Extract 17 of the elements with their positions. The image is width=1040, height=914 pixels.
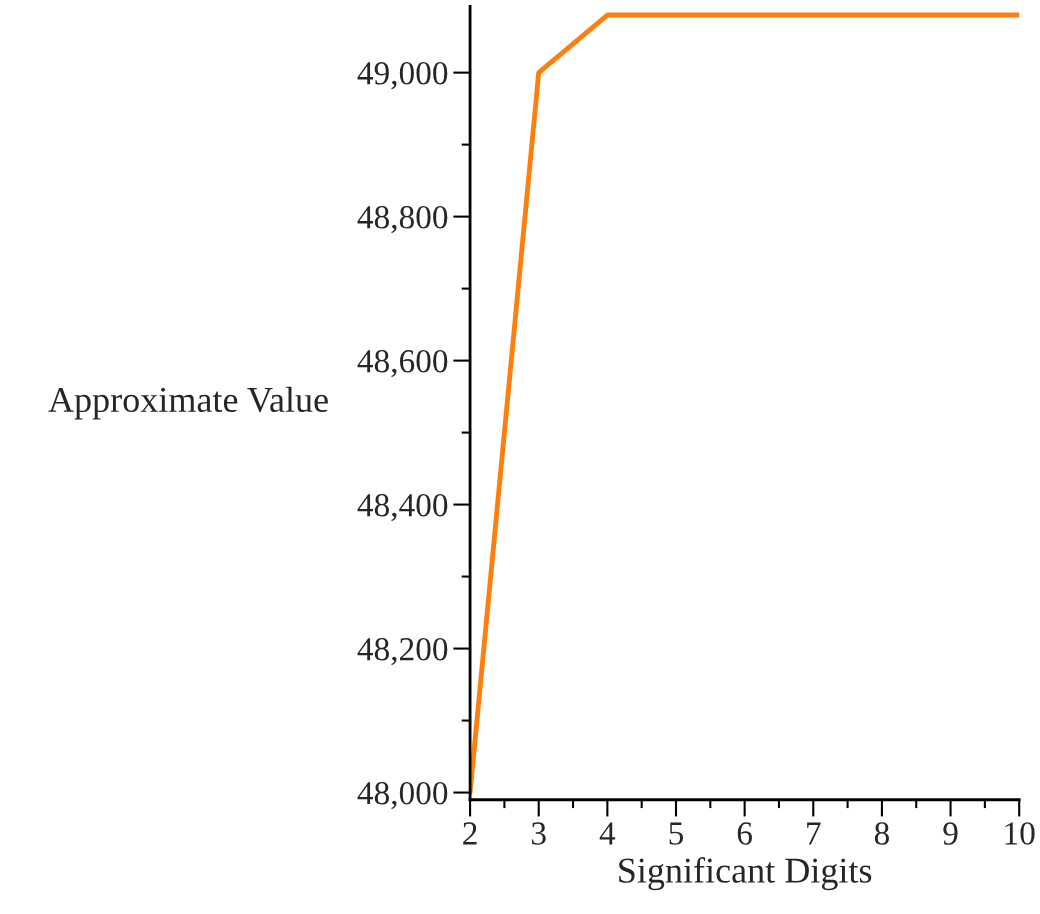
y-tick-label: 48,200 xyxy=(357,637,448,666)
x-tick-label: 9 xyxy=(943,822,958,845)
y-tick-label: 48,000 xyxy=(357,781,448,810)
x-tick-label: 10 xyxy=(1005,822,1035,845)
y-tick-label: 49,000 xyxy=(357,62,448,90)
x-tick-label: 3 xyxy=(531,822,546,845)
x-tick-label: 2 xyxy=(463,822,477,845)
x-tick-label: 6 xyxy=(737,822,752,845)
x-tick-label: 7 xyxy=(807,822,821,845)
x-axis-title: Significant Digits xyxy=(619,857,872,891)
x-tick-label: 8 xyxy=(874,822,889,845)
y-tick-label: 48,800 xyxy=(357,206,448,234)
x-tick-label: 4 xyxy=(599,822,616,845)
y-axis-title: Approximate Value xyxy=(48,386,328,420)
x-tick-label: 5 xyxy=(669,822,684,845)
y-tick-label: 48,600 xyxy=(357,350,448,378)
y-tick-label: 48,400 xyxy=(357,493,448,522)
